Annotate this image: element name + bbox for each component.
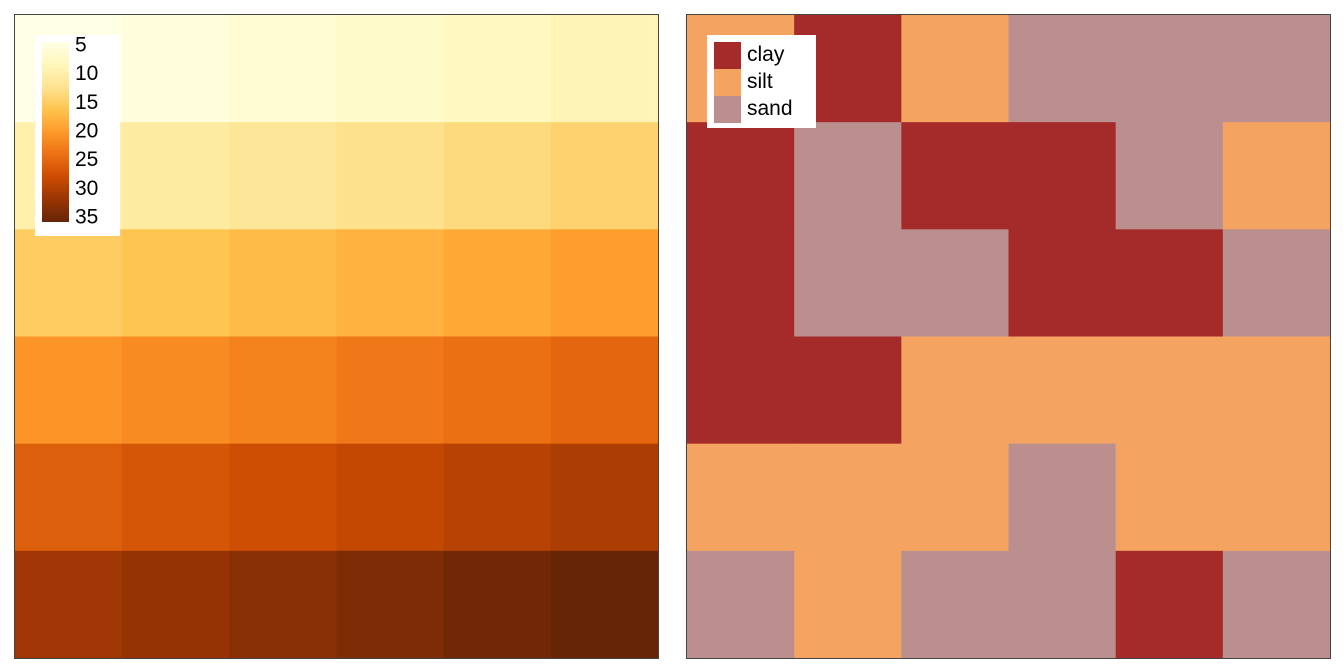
raster-cell-silt (1115, 443, 1224, 552)
raster-cell (443, 550, 552, 658)
legend-label-sand: sand (747, 97, 793, 120)
legend-label-silt: silt (747, 70, 773, 93)
legend-tick-label: 25 (75, 148, 98, 171)
raster-cell (336, 550, 445, 658)
raster-cell (550, 122, 658, 230)
raster-cell-silt (1008, 336, 1117, 445)
raster-cell (229, 550, 338, 658)
raster-cell (443, 443, 552, 552)
raster-cell (550, 443, 658, 552)
raster-cell (15, 229, 123, 338)
raster-cell (229, 229, 338, 338)
raster-cell (443, 15, 552, 123)
raster-cell-silt (1222, 336, 1330, 445)
legend-label-clay: clay (747, 43, 785, 66)
raster-cell-clay (1008, 229, 1117, 338)
raster-cell (229, 122, 338, 230)
raster-cell (15, 443, 123, 552)
raster-cell (443, 336, 552, 445)
raster-cell-silt (794, 550, 902, 658)
raster-cell-sand (1222, 15, 1330, 123)
categorical-raster-panel: clay silt sand (686, 14, 1331, 659)
raster-cell (122, 122, 230, 230)
raster-cell (336, 15, 445, 123)
raster-cell-sand (687, 550, 795, 658)
continuous-raster-plot: 5 10 15 20 25 30 35 (15, 15, 658, 658)
raster-cell-sand (1008, 550, 1117, 658)
raster-cell-sand (901, 229, 1010, 338)
raster-cell (550, 229, 658, 338)
legend-color-bar (42, 42, 69, 222)
raster-cell-clay (687, 122, 795, 230)
raster-cell-silt (1222, 122, 1330, 230)
raster-cell (443, 122, 552, 230)
raster-cell-sand (1222, 550, 1330, 658)
raster-cell (229, 443, 338, 552)
raster-cell (122, 443, 230, 552)
raster-cell (122, 15, 230, 123)
raster-cell-silt (901, 443, 1010, 552)
raster-cell-silt (687, 443, 795, 552)
raster-cell (15, 336, 123, 445)
continuous-raster-panel: 5 10 15 20 25 30 35 (14, 14, 659, 659)
raster-cell-sand (794, 122, 902, 230)
legend: 5 10 15 20 25 30 35 (35, 34, 120, 236)
raster-cell (336, 122, 445, 230)
raster-cell (550, 550, 658, 658)
raster-cell-clay (687, 229, 795, 338)
legend-tick-label: 30 (75, 177, 98, 200)
raster-cell (336, 229, 445, 338)
raster-cell-clay (1008, 122, 1117, 230)
legend-tick-label: 35 (75, 206, 98, 229)
raster-cell-silt (1115, 336, 1224, 445)
raster-cell-clay (687, 336, 795, 445)
raster-cell (550, 336, 658, 445)
raster-cell-clay (1115, 229, 1224, 338)
raster-cell-clay (794, 336, 902, 445)
legend-tick-label: 20 (75, 120, 98, 143)
raster-cell-silt (901, 336, 1010, 445)
raster-cell-sand (1008, 443, 1117, 552)
legend-swatch-silt (714, 69, 741, 96)
raster-cell (122, 550, 230, 658)
raster-cell (336, 336, 445, 445)
legend-tick-label: 5 (75, 34, 87, 57)
raster-cell-sand (1115, 122, 1224, 230)
raster-cell-sand (1222, 229, 1330, 338)
raster-cell (229, 15, 338, 123)
raster-cell (550, 15, 658, 123)
raster-cell-sand (1008, 15, 1117, 123)
raster-cell-clay (901, 122, 1010, 230)
legend: clay silt sand (707, 35, 816, 128)
legend-tick-label: 10 (75, 62, 98, 85)
legend-swatch-sand (714, 96, 741, 123)
raster-cell-silt (794, 443, 902, 552)
raster-cell-silt (1222, 443, 1330, 552)
categorical-raster-plot: clay silt sand (687, 15, 1330, 658)
raster-cell-silt (901, 15, 1010, 123)
raster-cell (122, 336, 230, 445)
raster-cell-sand (794, 229, 902, 338)
raster-cell (122, 229, 230, 338)
legend-tick-label: 15 (75, 91, 98, 114)
raster-cell-sand (901, 550, 1010, 658)
raster-cell (229, 336, 338, 445)
raster-cell-sand (1115, 15, 1224, 123)
raster-cell (15, 550, 123, 658)
raster-cell (443, 229, 552, 338)
raster-cell (336, 443, 445, 552)
legend-swatch-clay (714, 42, 741, 69)
raster-cell-clay (1115, 550, 1224, 658)
